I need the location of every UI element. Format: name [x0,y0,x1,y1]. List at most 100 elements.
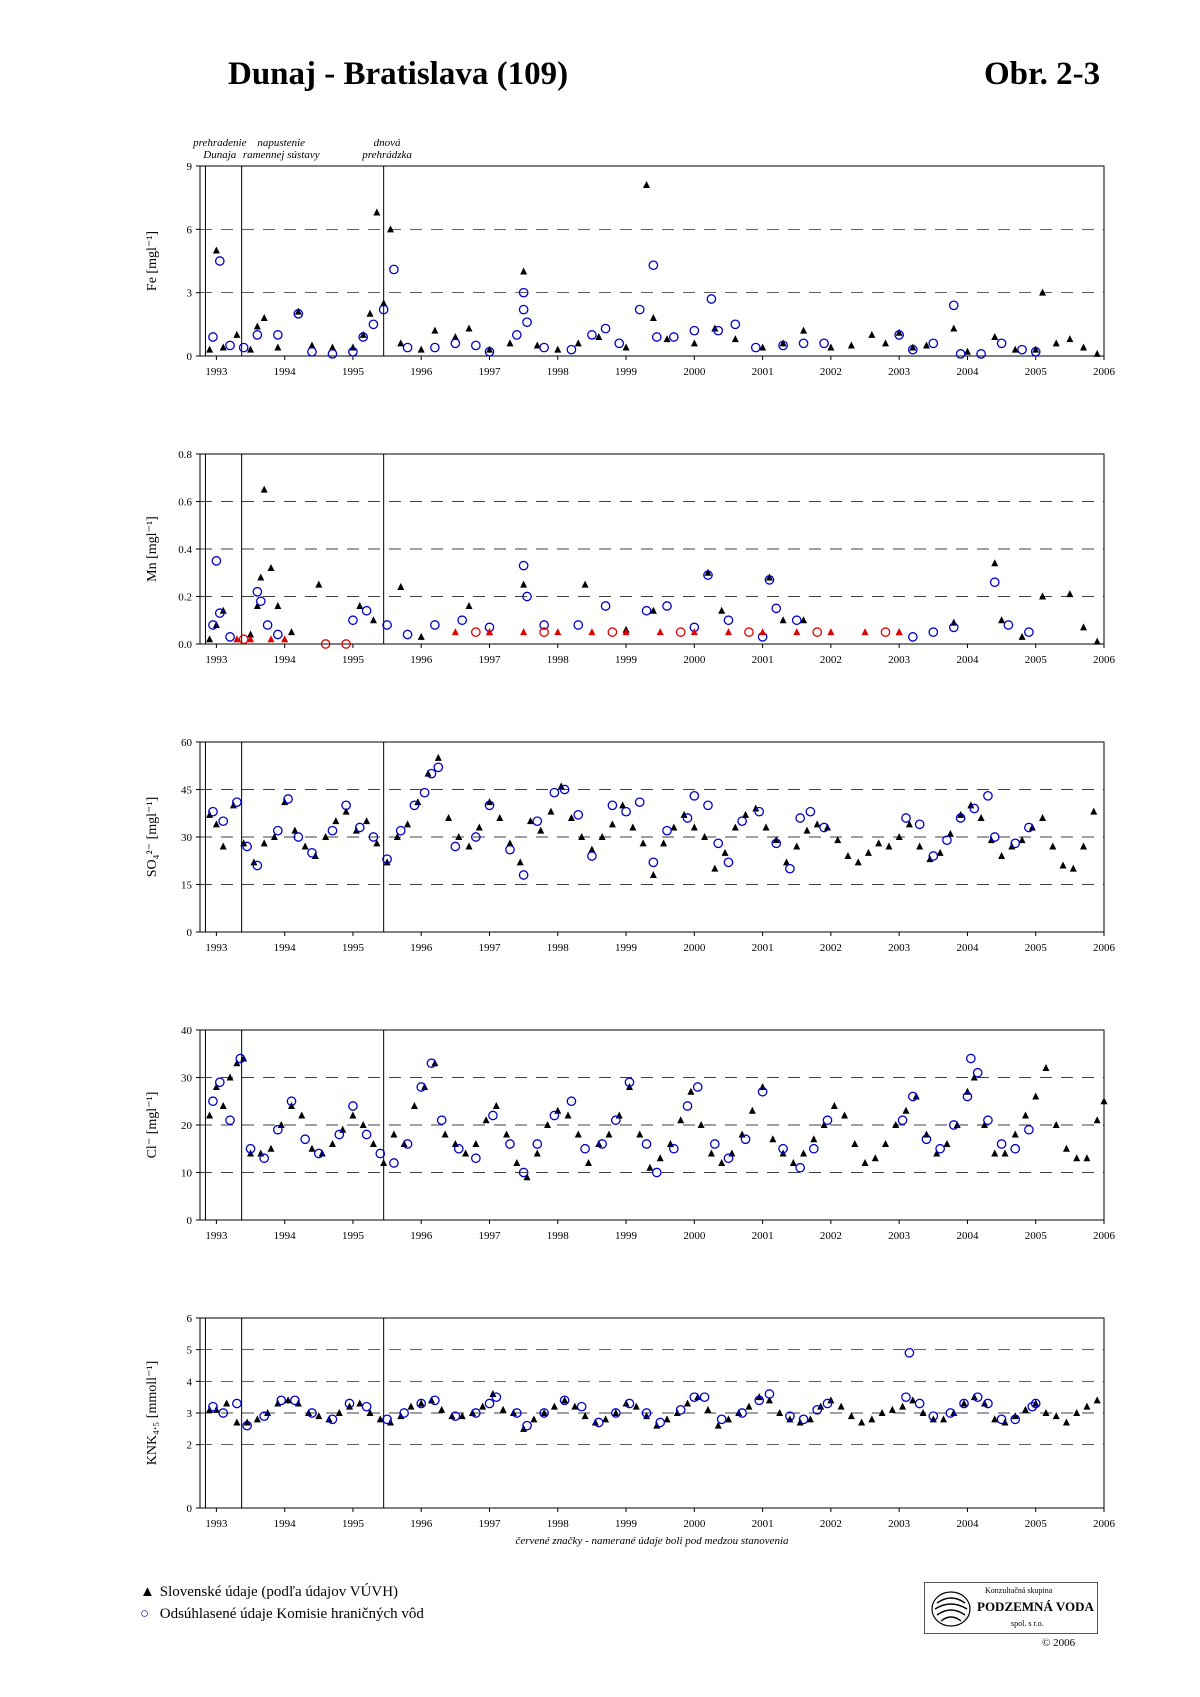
data-point-triangle [489,1390,497,1397]
x-tick-label: 2002 [820,654,842,666]
data-point-triangle [533,341,541,349]
data-point-circle [1017,344,1027,355]
data-point-circle [327,349,338,359]
data-point-triangle [380,1159,388,1166]
data-point-circle [812,627,823,637]
x-tick-label: 1997 [478,1230,501,1242]
data-point-triangle [765,1396,773,1404]
data-point-triangle [1052,339,1060,347]
data-point-triangle [991,1415,999,1423]
data-point-triangle [595,1140,603,1147]
data-point-circle [795,813,806,823]
y-axis-label: KNK₄.₅ [mmoll⁻¹] [145,1361,160,1466]
data-point-triangle [1090,807,1098,815]
data-point-circle [778,340,788,351]
data-point-circle [928,627,939,637]
data-point-circle [348,346,358,357]
y-tick-label: 60 [181,737,193,749]
y-axis-label: Cl⁻ [mgl⁻¹] [145,1092,160,1159]
data-point-circle [692,1082,703,1092]
data-point-circle [808,1143,819,1154]
data-point-triangle [212,246,220,254]
data-point-triangle [868,1415,876,1423]
data-point-triangle [769,1135,777,1143]
data-point-triangle [721,848,729,856]
data-point-triangle [455,833,463,840]
data-point-triangle [284,1396,292,1404]
data-point-triangle [380,299,388,307]
event-annotation-line1: prehradenie [192,137,246,149]
data-point-triangle [991,333,999,340]
data-point-triangle [636,1130,644,1138]
data-point-circle [948,1120,959,1130]
data-point-triangle [581,1412,589,1420]
data-point-triangle [882,1140,890,1147]
data-point-circle [593,1417,604,1428]
y-tick-label: 15 [181,880,193,892]
data-point-circle [276,1395,287,1406]
data-point-triangle [376,1415,384,1423]
footnote: červené značky - namerané údaje boli pod… [515,1535,789,1547]
data-point-triangle [718,606,726,614]
data-point-circle [409,800,420,811]
data-point-circle [983,1398,993,1409]
data-point-triangle [1042,1409,1050,1416]
data-point-circle [313,1148,324,1159]
data-point-circle [1030,346,1041,357]
x-tick-label: 2005 [1025,366,1048,378]
data-point-triangle [1066,335,1074,343]
data-point-circle [522,591,532,602]
x-tick-label: 2004 [956,1518,979,1530]
data-point-triangle [564,1111,572,1119]
data-point-triangle [472,1140,480,1147]
data-point-circle [430,342,440,353]
data-point-triangle [421,1083,429,1090]
data-point-circle [430,1395,440,1406]
data-point-circle [242,1420,252,1431]
data-point-circle [716,1414,727,1425]
data-point-circle [518,1167,529,1178]
data-point-circle [600,323,611,334]
data-point-circle [703,570,713,580]
data-point-circle [972,1067,983,1078]
data-point-circle [655,1417,666,1428]
data-point-triangle [308,341,316,349]
data-point-circle [361,1401,372,1412]
x-tick-label: 1993 [205,654,228,666]
y-tick-label: 0 [187,351,193,363]
x-tick-label: 1995 [342,654,365,666]
x-tick-label: 1999 [615,654,638,666]
data-point-circle [989,577,1000,588]
x-tick-label: 2000 [683,1518,706,1530]
data-point-triangle [520,628,528,636]
x-tick-label: 2004 [956,654,979,666]
x-tick-label: 2005 [1025,942,1048,954]
x-tick-label: 1996 [410,366,433,378]
data-point-circle [928,1411,939,1422]
data-point-triangle [793,842,801,850]
data-point-triangle [868,330,876,338]
data-point-circle [641,1408,652,1418]
logo-line1: Konzultačná skupina [985,1586,1053,1595]
data-point-triangle [462,1149,470,1157]
data-point-circle [948,622,959,633]
data-point-triangle [414,798,422,806]
x-tick-label: 2004 [956,366,979,378]
data-point-circle [805,806,816,817]
data-point-circle [430,620,440,630]
data-point-circle [634,304,645,315]
data-point-circle [214,608,225,618]
data-point-triangle [267,564,275,571]
data-point-triangle [260,314,268,321]
data-point-circle [252,586,263,597]
x-tick-label: 1999 [615,942,638,954]
x-tick-label: 2002 [820,942,842,954]
data-point-triangle [823,823,831,831]
data-point-circle [907,1091,918,1102]
data-point-circle [942,835,952,846]
data-point-triangle [212,820,220,828]
data-point-circle [320,639,331,649]
data-point-triangle [366,1409,374,1416]
data-point-circle [348,1101,358,1111]
data-point-circle [402,629,413,640]
